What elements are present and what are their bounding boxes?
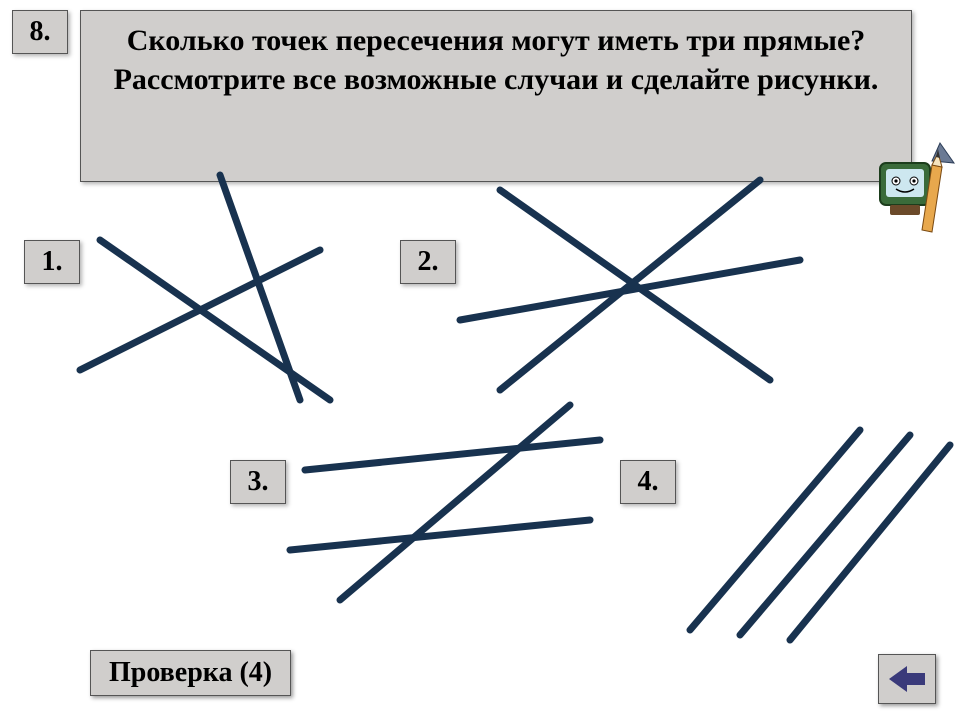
question-number-badge: 8. (12, 10, 68, 54)
diagram-case-2 (440, 170, 820, 400)
check-button-label: Проверка (4) (109, 657, 272, 688)
case-label-text: 4. (638, 466, 659, 498)
check-button[interactable]: Проверка (4) (90, 650, 291, 696)
diagram-line (740, 435, 910, 635)
question-number: 8. (30, 16, 51, 48)
diagram-case-4 (680, 420, 960, 660)
case-label-text: 3. (248, 466, 269, 498)
diagram-case-1 (70, 170, 390, 410)
diagram-line (500, 180, 760, 390)
case-label-3: 3. (230, 460, 286, 504)
mascot-icon (862, 135, 957, 250)
diagram-line (305, 440, 600, 470)
diagram-line (340, 405, 570, 600)
question-box: Сколько точек пересечения могут иметь тр… (80, 10, 912, 182)
diagram-line (690, 430, 860, 630)
case-label-text: 1. (42, 246, 63, 278)
question-text: Сколько точек пересечения могут иметь тр… (101, 21, 891, 99)
diagram-line (220, 175, 300, 400)
diagram-case-3 (280, 400, 610, 630)
diagram-line (790, 445, 950, 640)
arrow-left-icon (887, 664, 927, 694)
case-label-text: 2. (418, 246, 439, 278)
diagram-line (290, 520, 590, 550)
diagram-line (460, 260, 800, 320)
nav-back-button[interactable] (878, 654, 936, 704)
case-label-4: 4. (620, 460, 676, 504)
